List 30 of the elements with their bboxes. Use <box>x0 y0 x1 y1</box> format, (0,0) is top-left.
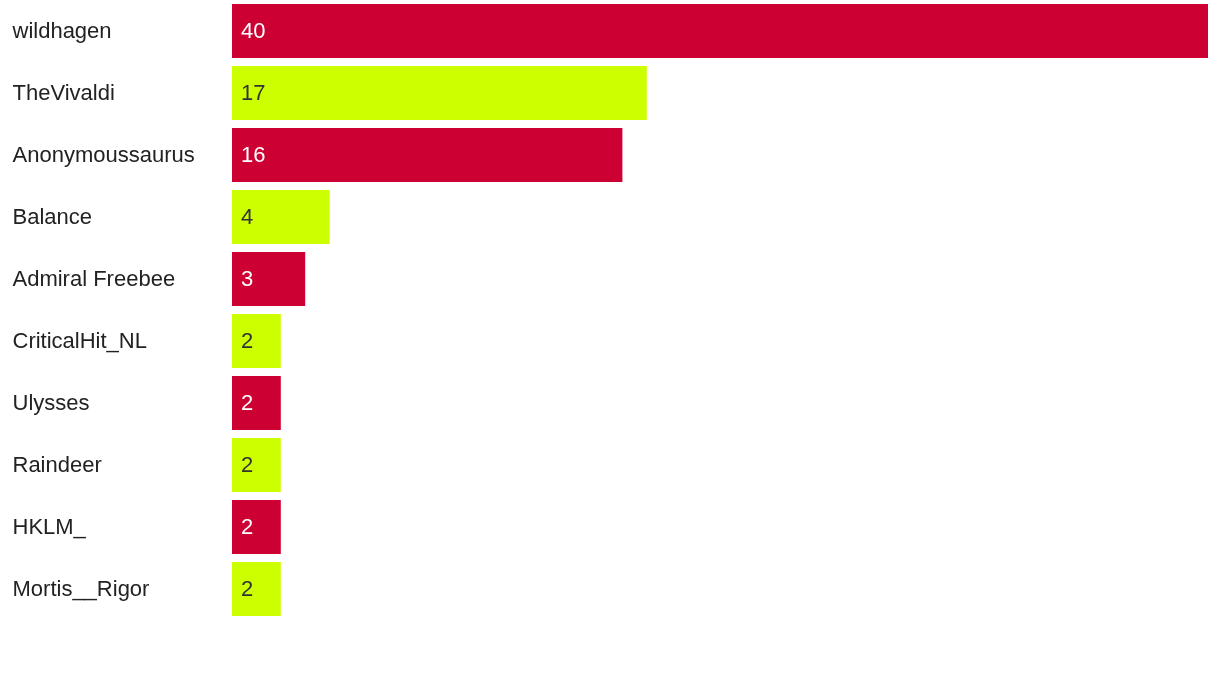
y-tick-label: Raindeer <box>12 452 102 477</box>
data-label: 2 <box>241 452 254 477</box>
data-label: 2 <box>241 576 254 601</box>
data-label: 3 <box>241 266 254 291</box>
bar <box>232 128 623 182</box>
data-label: 40 <box>241 18 266 43</box>
bar <box>232 252 306 306</box>
y-tick-label: Admiral Freebee <box>12 266 176 291</box>
data-label: 4 <box>241 204 254 229</box>
data-label: 2 <box>241 328 254 353</box>
y-tick-label: CriticalHit_NL <box>12 328 147 353</box>
data-label: 16 <box>241 142 266 167</box>
bar <box>232 376 281 430</box>
y-tick-label: Mortis__Rigor <box>12 576 150 601</box>
data-label: 17 <box>241 80 266 105</box>
y-tick-label: TheVivaldi <box>12 80 115 105</box>
bar <box>232 562 281 616</box>
data-label: 2 <box>241 514 254 539</box>
y-tick-label: Anonymoussaurus <box>12 142 195 167</box>
y-tick-label: Ulysses <box>12 390 90 415</box>
y-tick-label: wildhagen <box>11 18 112 43</box>
bar <box>232 66 647 120</box>
bar <box>232 4 1208 58</box>
y-tick-label: HKLM_ <box>12 514 87 539</box>
data-label: 2 <box>241 390 254 415</box>
bar <box>232 190 330 244</box>
bar <box>232 314 281 368</box>
y-tick-label: Balance <box>12 204 93 229</box>
bar <box>232 438 281 492</box>
bar <box>232 500 281 554</box>
